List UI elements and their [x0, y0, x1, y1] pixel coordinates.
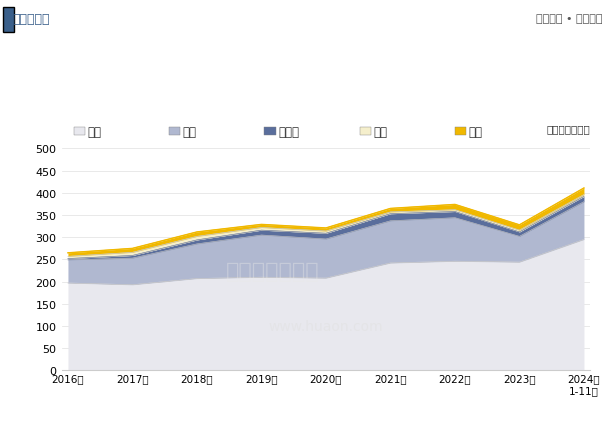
Text: 水力: 水力 — [373, 126, 387, 138]
FancyBboxPatch shape — [3, 8, 14, 33]
Text: www.huaon.com: www.huaon.com — [12, 408, 98, 418]
Text: 2016-2024年1-11月海南省各发电类型发电量: 2016-2024年1-11月海南省各发电类型发电量 — [161, 55, 454, 73]
Text: 专业严谨 • 客观科学: 专业严谨 • 客观科学 — [536, 14, 603, 24]
Text: 火力: 火力 — [87, 126, 101, 138]
Text: www.huaon.com: www.huaon.com — [269, 320, 383, 333]
Text: 华经产业研究院: 华经产业研究院 — [226, 261, 320, 281]
Text: 单位：亿千瓦时: 单位：亿千瓦时 — [547, 124, 590, 134]
Text: 核能: 核能 — [183, 126, 197, 138]
Text: 数据来源：国家统计局，华经产业研究院整理: 数据来源：国家统计局，华经产业研究院整理 — [478, 408, 603, 418]
Text: 太阳能: 太阳能 — [278, 126, 299, 138]
Text: 华经情报网: 华经情报网 — [12, 13, 50, 26]
Text: 风力: 风力 — [469, 126, 483, 138]
